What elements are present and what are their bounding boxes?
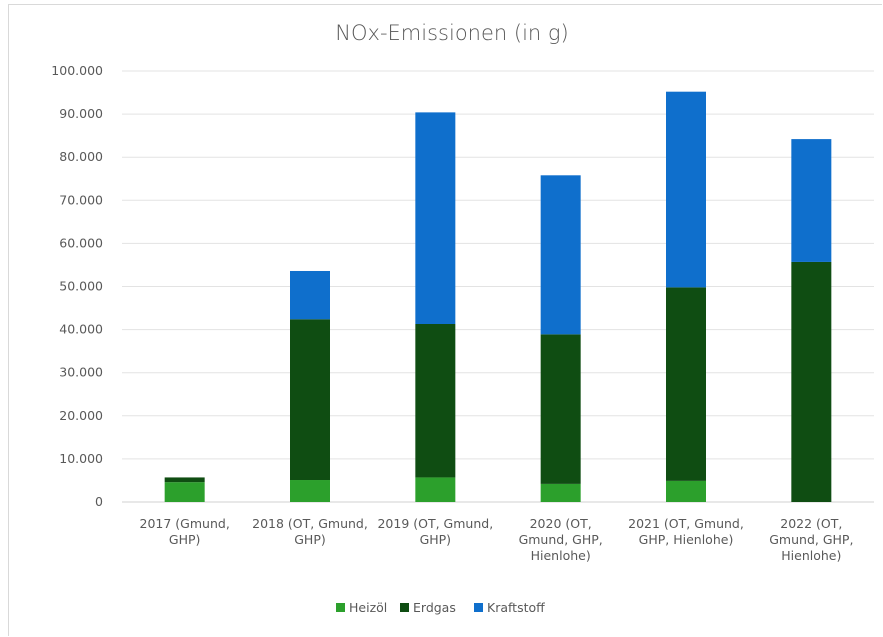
bar-segment <box>540 175 581 335</box>
legend-label: Heizöl <box>349 600 387 615</box>
bar-segment <box>666 287 706 481</box>
y-tick-label: 50.000 <box>59 279 103 294</box>
bar-segment <box>415 323 456 478</box>
bar-segment <box>290 319 330 481</box>
y-axis-ticks: 0 10.000 20.000 30.000 40.000 50.000 60.000 70.… <box>51 63 103 509</box>
bar-segment <box>540 483 581 502</box>
bar-segment <box>666 480 706 502</box>
y-tick-label: 90.000 <box>59 106 103 121</box>
bar-segment <box>415 477 456 502</box>
bars <box>164 91 832 502</box>
x-tick-label: 2021 (OT, Gmund, GHP, Hienlohe) <box>628 516 744 547</box>
x-tick-label: 2022 (OT, Gmund, GHP, Hienlohe) <box>769 516 853 563</box>
legend-label: Erdgas <box>413 600 456 615</box>
bar-segment <box>415 112 456 324</box>
bar-segment <box>791 261 832 502</box>
y-tick-label: 30.000 <box>59 365 103 380</box>
y-tick-label: 60.000 <box>59 235 103 250</box>
x-tick-label: 2017 (Gmund, GHP) <box>140 516 230 547</box>
y-tick-label: 40.000 <box>59 322 103 337</box>
bar-segment <box>164 482 205 502</box>
bar-segment <box>164 477 205 483</box>
gridlines <box>122 70 874 503</box>
x-axis-ticks: 2017 (Gmund, GHP) 2018 (OT, Gmund, GHP) 2019… <box>140 516 854 563</box>
bar-segment <box>666 91 706 288</box>
legend-item: Erdgas <box>400 600 456 615</box>
bar-segment <box>290 480 330 502</box>
bar-segment <box>540 334 581 484</box>
y-tick-label: 20.000 <box>59 408 103 423</box>
y-tick-label: 70.000 <box>59 192 103 207</box>
y-tick-label: 100.000 <box>51 63 103 78</box>
y-tick-label: 10.000 <box>59 451 103 466</box>
y-tick-label: 0 <box>95 494 103 509</box>
legend-label: Kraftstoff <box>487 600 545 615</box>
legend-item: Heizöl <box>336 600 387 615</box>
chart-title: NOx-Emissionen (in g) <box>335 21 568 45</box>
x-tick-label: 2018 (OT, Gmund, GHP) <box>252 516 368 547</box>
legend-swatch <box>336 603 345 612</box>
x-tick-label: 2019 (OT, Gmund, GHP) <box>377 516 493 547</box>
y-tick-label: 80.000 <box>59 149 103 164</box>
legend: Heizöl Erdgas Kraftstoff <box>336 600 545 615</box>
bar-segment <box>290 270 330 320</box>
bar-segment <box>791 139 832 262</box>
x-tick-label: 2020 (OT, Gmund, GHP, Hienlohe) <box>519 516 603 563</box>
legend-item: Kraftstoff <box>474 600 545 615</box>
legend-swatch <box>474 603 483 612</box>
legend-swatch <box>400 603 409 612</box>
